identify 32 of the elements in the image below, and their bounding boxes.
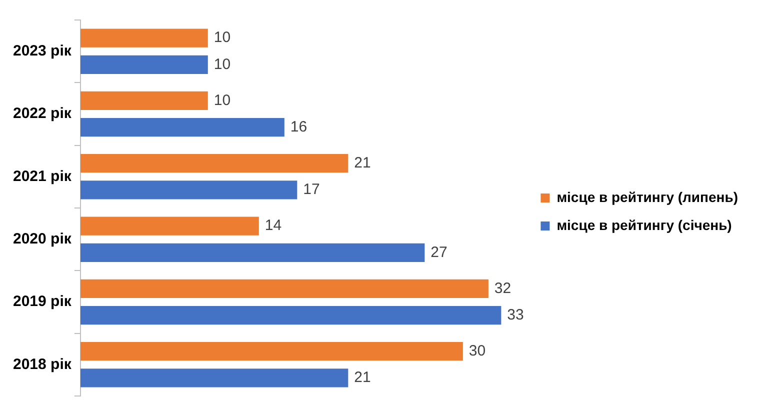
bar: [80, 368, 348, 388]
bar: [80, 243, 425, 262]
data-label: 14: [264, 217, 282, 234]
bar: [80, 28, 208, 48]
data-label: 32: [494, 280, 512, 297]
bar: [80, 279, 488, 298]
bar: [80, 55, 208, 74]
y-tick-label: 2023 рік: [13, 42, 72, 60]
data-label: 16: [290, 118, 308, 136]
bar: [80, 306, 502, 325]
bar: [80, 216, 259, 236]
data-label: 21: [354, 154, 371, 172]
y-tick-label: 2022 рік: [13, 105, 72, 122]
legend-label: місце в рейтингу (січень): [556, 216, 732, 233]
data-label: 33: [507, 306, 524, 324]
data-label: 21: [354, 369, 371, 386]
bar: [80, 91, 208, 110]
data-label: 27: [430, 244, 448, 261]
bar: [80, 154, 348, 173]
y-tick-label: 2021 рік: [13, 168, 72, 185]
data-label: 10: [214, 92, 231, 109]
data-label: 10: [214, 29, 231, 46]
bar: [80, 342, 463, 361]
legend-label: місце в рейтингу (липень): [556, 188, 738, 205]
data-label: 10: [214, 56, 231, 73]
bar: [80, 180, 298, 200]
bar: [80, 118, 284, 137]
data-label: 30: [468, 342, 486, 360]
data-label: 17: [303, 181, 320, 198]
y-tick-label: 2018 рік: [13, 356, 72, 373]
y-tick-label: 2020 рік: [13, 230, 72, 248]
y-tick-label: 2019 рік: [13, 293, 72, 310]
